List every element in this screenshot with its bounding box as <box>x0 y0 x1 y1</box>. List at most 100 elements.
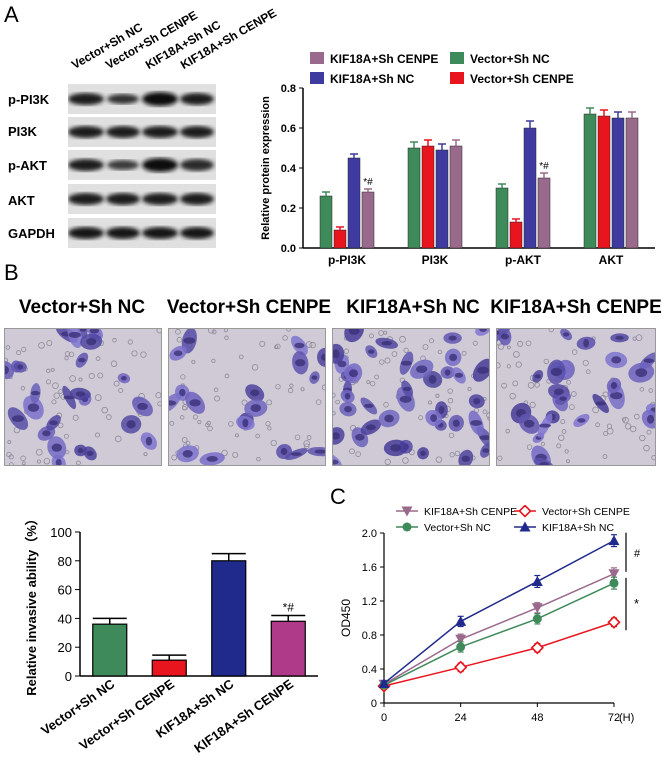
membrane-pore <box>75 460 81 465</box>
membrane-pore <box>399 335 406 343</box>
membrane-pore <box>113 380 120 387</box>
membrane-pore <box>214 395 221 402</box>
cell-nucleus <box>30 390 41 396</box>
membrane-pore <box>558 434 565 441</box>
membrane-pore <box>447 388 453 394</box>
data-point <box>378 677 390 688</box>
membrane-pore <box>21 346 27 353</box>
cell-nucleus <box>449 353 458 362</box>
bar <box>421 145 435 249</box>
cell-nucleus <box>311 375 318 380</box>
cell-nucleus <box>477 366 489 374</box>
x-tick-label: p-AKT <box>505 253 542 267</box>
membrane-pore <box>632 336 637 341</box>
cell-nucleus <box>5 365 9 375</box>
cell-nucleus <box>290 452 302 456</box>
membrane-pore <box>303 440 311 448</box>
membrane-pore <box>646 429 652 435</box>
y-tick-label: 0.2 <box>281 203 296 215</box>
membrane-pore <box>238 354 244 360</box>
membrane-pore <box>101 406 108 414</box>
membrane-pore <box>5 345 11 350</box>
membrane-pore <box>127 339 133 345</box>
membrane-pore <box>63 433 69 439</box>
membrane-pore <box>112 337 117 343</box>
membrane-pore <box>265 421 271 427</box>
membrane-pore <box>46 340 53 347</box>
cell-nucleus <box>610 392 623 400</box>
membrane-pore <box>256 456 261 462</box>
stained-cell <box>317 347 325 367</box>
cell-nucleus <box>438 405 445 414</box>
membrane-pore <box>497 362 501 369</box>
cell-nucleus <box>89 329 100 334</box>
membrane-pore <box>191 359 196 364</box>
cell-nucleus <box>314 449 325 454</box>
x-tick-label: 48 <box>531 712 543 724</box>
cell-nucleus <box>68 331 81 338</box>
micrograph-title: Vector+Sh NC <box>18 297 146 318</box>
cell-nucleus <box>539 423 552 428</box>
membrane-pore <box>403 347 409 353</box>
membrane-pore <box>106 414 112 420</box>
cell-nucleus <box>86 338 97 346</box>
cell-nucleus <box>444 369 451 376</box>
cell-nucleus <box>583 338 589 348</box>
membrane-pore <box>221 449 228 457</box>
membrane-pore <box>46 368 51 373</box>
cell-nucleus <box>400 360 412 366</box>
bar <box>151 659 187 677</box>
membrane-pore <box>548 329 554 333</box>
membrane-pore <box>286 329 291 332</box>
micrograph-image-kif18a-sh-nc <box>332 328 490 466</box>
cell-nucleus <box>611 356 622 364</box>
membrane-pore <box>366 380 371 384</box>
bar <box>449 145 463 249</box>
membrane-pore <box>333 392 336 398</box>
cell-nucleus <box>562 332 570 337</box>
y-tick-label: 40 <box>58 611 72 626</box>
y-tick-label: 1.6 <box>362 562 377 574</box>
cell-nucleus <box>384 414 394 423</box>
membrane-pore <box>88 372 95 380</box>
x-tick-label: PI3K <box>422 253 449 267</box>
membrane-pore <box>255 433 260 439</box>
x-tick-label: AKT <box>599 253 624 267</box>
membrane-pore <box>232 451 239 458</box>
blot-row-label: GAPDH <box>8 226 55 241</box>
membrane-pore <box>643 444 650 452</box>
membrane-pore <box>266 399 273 406</box>
legend-label: Vector+Sh NC <box>470 52 550 66</box>
membrane-pore <box>241 399 248 406</box>
membrane-pore <box>602 454 608 459</box>
membrane-pore <box>487 416 489 421</box>
membrane-pore <box>53 392 60 399</box>
micrograph-image-vector-sh-cenpe <box>168 328 326 466</box>
invasive-ability-chart: 0 20 40 60 80 100 Relative invasive ability（%）… <box>24 520 318 756</box>
cell-nucleus <box>17 364 24 370</box>
membrane-pore <box>207 425 213 432</box>
membrane-pore <box>391 351 398 357</box>
cell-nucleus <box>77 447 84 454</box>
data-point <box>401 506 413 517</box>
legend-label: Vector+Sh CENPE <box>470 72 574 86</box>
data-point <box>455 615 467 626</box>
membrane-pore <box>648 388 654 393</box>
cell-nucleus <box>416 365 428 374</box>
membrane-pore <box>7 440 12 444</box>
bar <box>92 623 128 677</box>
membrane-pore <box>369 381 376 387</box>
cell-nucleus <box>333 459 339 465</box>
bar <box>361 191 375 249</box>
legend-label: KIF18A+Sh CENPE <box>424 506 517 518</box>
membrane-pore <box>369 333 374 339</box>
cell-nucleus <box>635 368 648 378</box>
membrane-pore <box>556 443 562 449</box>
cell-nucleus <box>470 420 482 426</box>
membrane-pore <box>197 419 202 425</box>
membrane-pore <box>69 375 76 382</box>
significance-mark: *# <box>539 161 549 172</box>
bar <box>583 113 597 249</box>
y-tick-label: 1.2 <box>362 596 377 608</box>
micrograph-image-kif18a-sh-cenpe <box>496 328 656 466</box>
